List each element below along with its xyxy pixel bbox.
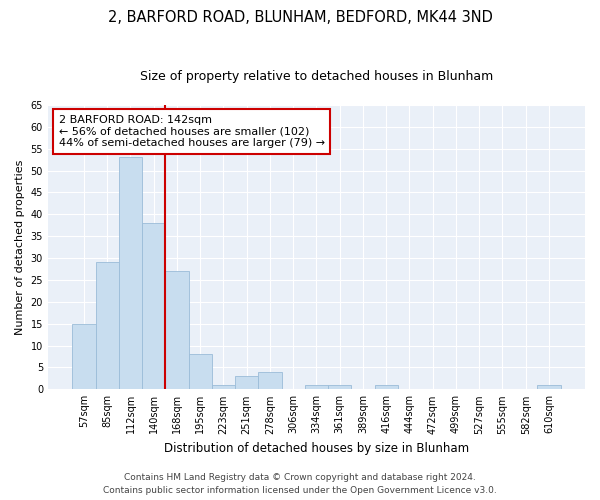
Bar	[188, 354, 212, 390]
Bar	[95, 262, 119, 390]
Bar	[235, 376, 259, 390]
Text: 2, BARFORD ROAD, BLUNHAM, BEDFORD, MK44 3ND: 2, BARFORD ROAD, BLUNHAM, BEDFORD, MK44 …	[107, 10, 493, 25]
Bar	[328, 385, 352, 390]
Bar	[538, 385, 560, 390]
Bar	[142, 223, 166, 390]
Bar	[305, 385, 328, 390]
Bar	[119, 158, 142, 390]
Text: Contains HM Land Registry data © Crown copyright and database right 2024.
Contai: Contains HM Land Registry data © Crown c…	[103, 474, 497, 495]
Title: Size of property relative to detached houses in Blunham: Size of property relative to detached ho…	[140, 70, 493, 83]
Text: 2 BARFORD ROAD: 142sqm
← 56% of detached houses are smaller (102)
44% of semi-de: 2 BARFORD ROAD: 142sqm ← 56% of detached…	[59, 115, 325, 148]
Bar	[259, 372, 281, 390]
Bar	[212, 385, 235, 390]
Bar	[73, 324, 95, 390]
Y-axis label: Number of detached properties: Number of detached properties	[15, 160, 25, 335]
X-axis label: Distribution of detached houses by size in Blunham: Distribution of detached houses by size …	[164, 442, 469, 455]
Bar	[166, 271, 188, 390]
Bar	[374, 385, 398, 390]
